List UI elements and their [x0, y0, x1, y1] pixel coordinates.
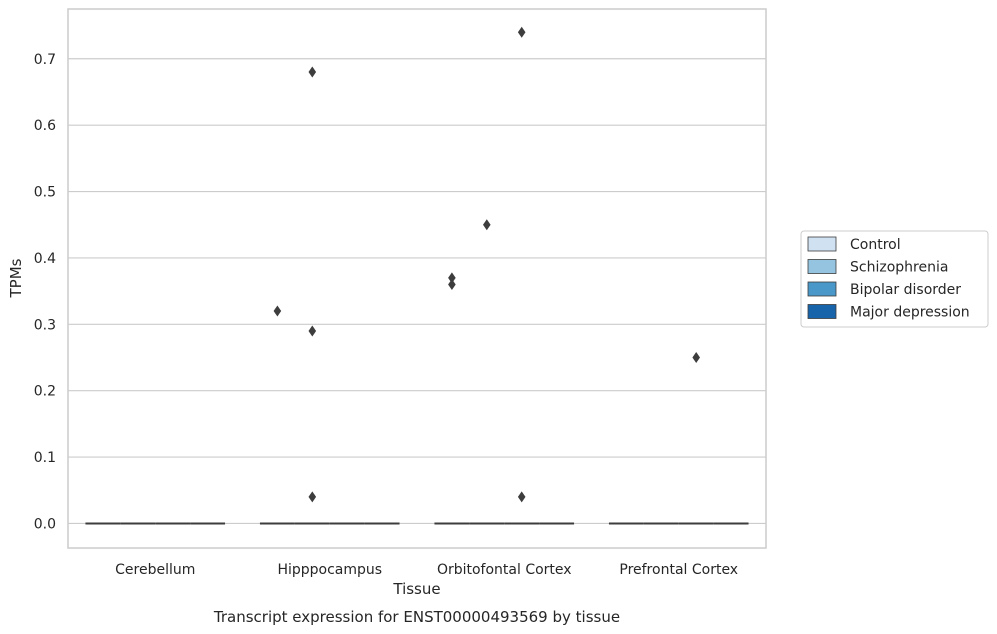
outlier-point	[448, 278, 456, 290]
x-axis-label: Tissue	[392, 580, 440, 598]
outlier-point	[517, 26, 526, 38]
y-tick-label: 0.4	[34, 251, 56, 267]
y-tick-label: 0.7	[34, 52, 56, 68]
y-tick-label: 0.0	[34, 516, 56, 532]
chart-caption: Transcript expression for ENST0000049356…	[213, 608, 620, 626]
x-tick-labels: Cerebellum Hipppocampus Orbitofontal Corte…	[115, 562, 738, 578]
outlier-point	[517, 491, 526, 503]
y-tick-labels: 0.0 0.1 0.2 0.3 0.4 0.5 0.6 0.7	[34, 52, 56, 533]
outlier-point	[273, 305, 282, 317]
outlier-points	[273, 26, 700, 503]
legend-swatch	[807, 236, 837, 252]
x-tick-label: Prefrontal Cortex	[619, 562, 738, 578]
legend-swatch	[807, 304, 837, 319]
outlier-point	[308, 325, 317, 337]
legend-swatch	[807, 259, 837, 274]
legend: Control Schizophrenia Bipolar disorder Majo…	[800, 230, 989, 328]
y-axis-label: TPMs	[7, 258, 25, 298]
legend-swatch	[807, 281, 837, 297]
legend-label: Major depression	[850, 305, 970, 321]
y-tick-label: 0.5	[34, 185, 56, 201]
y-tick-label: 0.3	[34, 317, 56, 333]
outlier-point	[483, 219, 491, 231]
gridlines	[68, 58, 766, 525]
outlier-point	[308, 491, 317, 503]
y-tick-label: 0.1	[34, 450, 56, 466]
x-tick-label: Cerebellum	[115, 562, 195, 578]
plot-frame	[67, 8, 767, 549]
outlier-point	[448, 272, 456, 284]
outlier-point	[692, 351, 700, 363]
x-tick-label: Orbitofontal Cortex	[437, 562, 572, 578]
legend-frame	[800, 230, 989, 328]
y-tick-label: 0.2	[34, 384, 56, 400]
legend-label: Bipolar disorder	[850, 282, 961, 298]
legend-label: Control	[850, 237, 901, 253]
x-tick-label: Hipppocampus	[277, 562, 382, 578]
y-tick-label: 0.6	[34, 118, 56, 134]
legend-label: Schizophrenia	[850, 260, 948, 276]
outlier-point	[308, 66, 317, 78]
